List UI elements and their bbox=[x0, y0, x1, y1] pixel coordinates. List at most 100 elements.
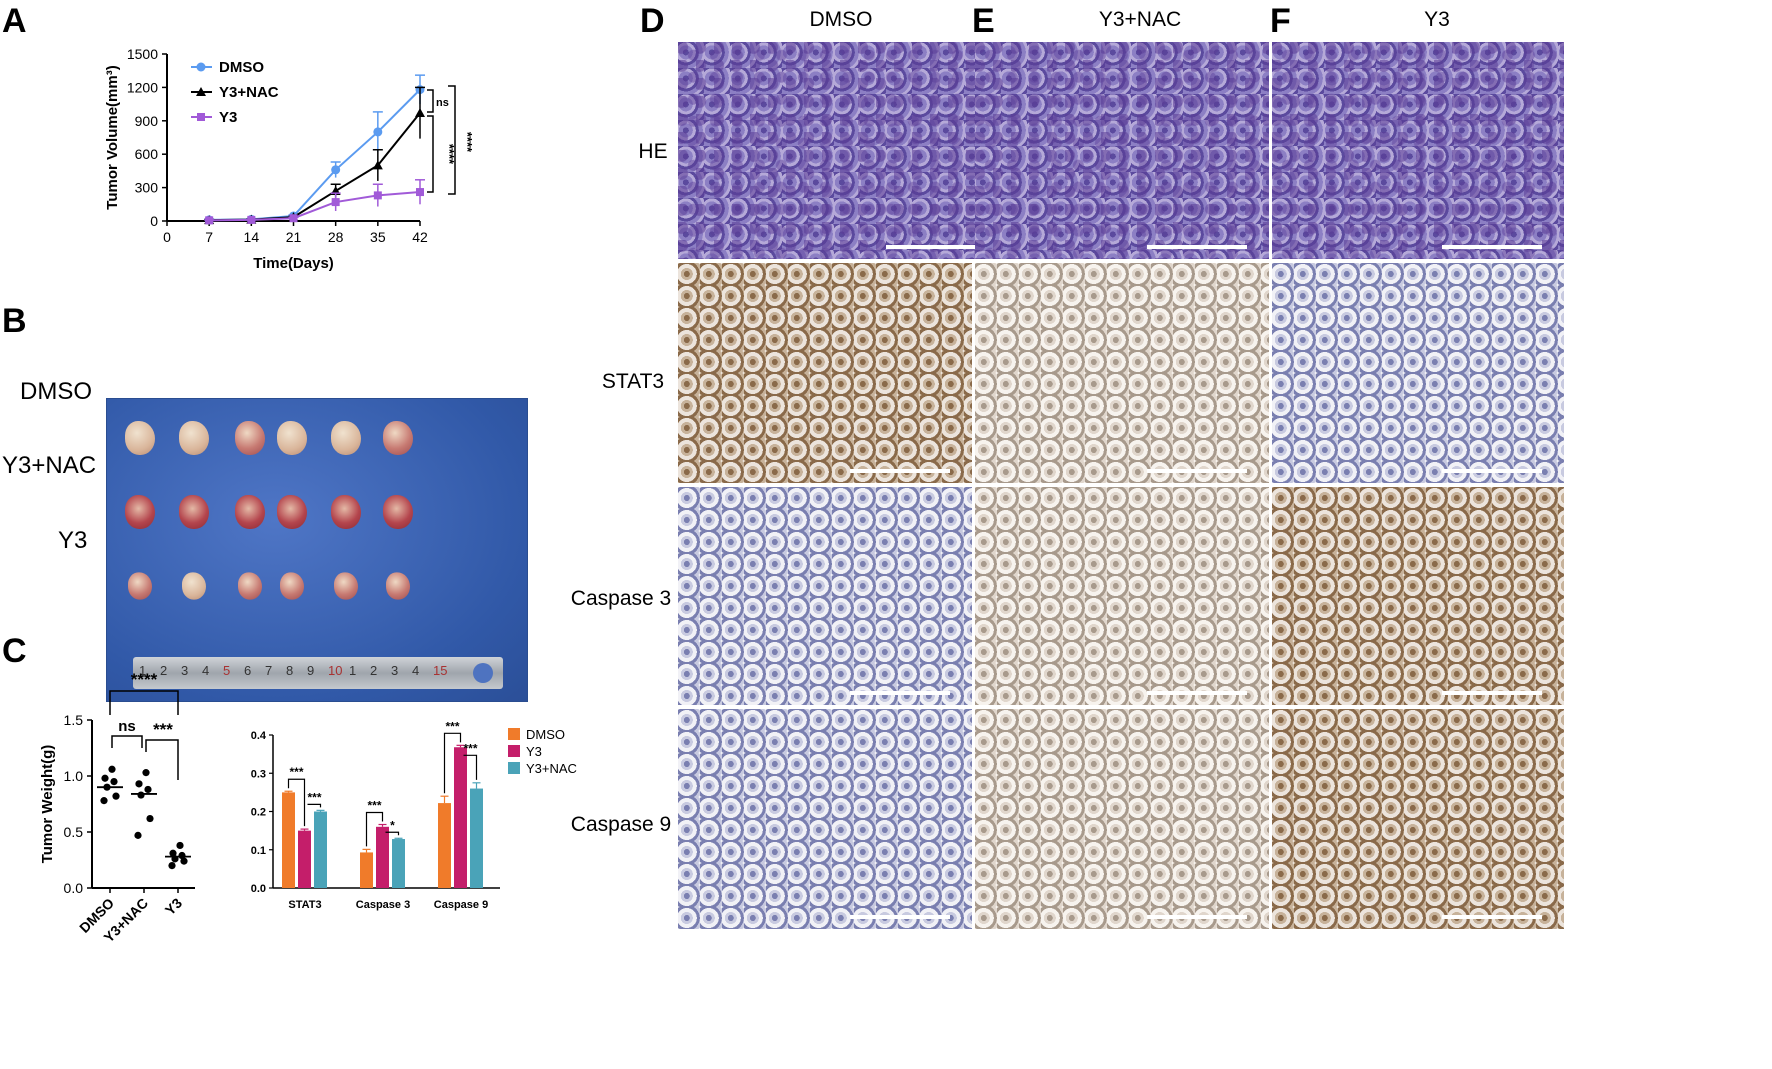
data-point bbox=[416, 188, 424, 197]
data-point bbox=[144, 785, 152, 794]
tumor-specimen bbox=[277, 495, 307, 529]
micrograph-caspase9-y3-nac bbox=[975, 709, 1269, 929]
bar-dmso-caspase-3 bbox=[360, 852, 373, 888]
scale-bar bbox=[1147, 469, 1247, 473]
ruler-number: 4 bbox=[202, 663, 210, 678]
legend-swatch bbox=[508, 745, 520, 757]
x-tick-label: 7 bbox=[205, 229, 213, 245]
ruler-number: 1 bbox=[349, 663, 357, 678]
legend-label: Y3 bbox=[219, 109, 237, 126]
x-tick-label: 35 bbox=[370, 229, 386, 245]
tumor-specimen bbox=[238, 572, 262, 600]
significance-bracket bbox=[307, 803, 322, 808]
panel-letter-a: A bbox=[2, 2, 27, 40]
micrograph-he-y3-nac bbox=[975, 42, 1269, 259]
significance-bracket bbox=[427, 115, 434, 193]
ruler-number: 5 bbox=[223, 663, 231, 678]
scale-bar bbox=[850, 691, 950, 695]
ruler-number: 2 bbox=[370, 663, 378, 678]
legend-label: Y3 bbox=[526, 744, 542, 759]
tumor-specimen bbox=[383, 495, 413, 529]
ruler-number: 6 bbox=[244, 663, 252, 678]
significance-bracket bbox=[427, 89, 434, 113]
data-point bbox=[331, 198, 340, 207]
tumor-specimen bbox=[331, 495, 361, 529]
significance-bracket bbox=[463, 754, 478, 780]
x-tick-label: STAT3 bbox=[288, 899, 321, 911]
x-tick-label: 28 bbox=[328, 229, 344, 245]
panel-letter-f: F bbox=[1270, 2, 1291, 40]
data-point bbox=[289, 214, 298, 223]
tumor-specimen bbox=[125, 495, 155, 529]
data-point bbox=[176, 841, 184, 850]
data-point bbox=[180, 857, 188, 865]
micrograph-caspase9-dmso bbox=[678, 709, 972, 929]
y-axis-title: Tumor Volume(mm³) bbox=[104, 65, 121, 209]
significance-bracket bbox=[385, 831, 400, 836]
significance-bracket bbox=[365, 811, 384, 847]
data-point bbox=[373, 191, 382, 200]
row-label-caspase-9: Caspase 9 bbox=[570, 813, 672, 836]
y-tick-label: 0.4 bbox=[251, 730, 267, 742]
y-tick-label: 0.3 bbox=[251, 768, 266, 780]
y-tick-label: 600 bbox=[135, 146, 159, 162]
row-label-stat3: STAT3 bbox=[601, 370, 665, 393]
ruler-number: 7 bbox=[265, 663, 273, 678]
data-point bbox=[146, 814, 154, 823]
ruler-scale: 1 2 3 4 5 6 7 8 9 10 1 2 3 4 15 bbox=[139, 663, 454, 678]
row-label-he: HE bbox=[638, 140, 668, 163]
tumor-photograph: 1 2 3 4 5 6 7 8 9 10 1 2 3 4 15 bbox=[106, 398, 528, 702]
legend-swatch bbox=[508, 762, 520, 774]
column-label-y3-nac: Y3+NAC bbox=[1098, 8, 1182, 31]
y-tick-label: 900 bbox=[135, 113, 159, 129]
data-point bbox=[415, 108, 425, 118]
ruler-number: 8 bbox=[286, 663, 294, 678]
tumor-specimen bbox=[179, 421, 209, 455]
tumor-specimen bbox=[179, 495, 209, 529]
y-tick-label: 300 bbox=[135, 180, 159, 196]
row-label-caspase-3: Caspase 3 bbox=[570, 587, 672, 610]
significance-label: *** bbox=[463, 741, 477, 755]
y-tick-label: 1.5 bbox=[64, 712, 84, 728]
significance-label: *** bbox=[289, 765, 303, 779]
x-axis-title: Time(Days) bbox=[253, 255, 334, 272]
significance-bracket bbox=[109, 690, 179, 715]
micrograph-caspase9-y3 bbox=[1272, 709, 1564, 929]
micrograph-stat3-y3 bbox=[1272, 263, 1564, 483]
y-tick-label: 0.0 bbox=[251, 883, 266, 895]
scale-bar bbox=[1147, 245, 1247, 249]
ruler-number: 1 bbox=[139, 663, 147, 678]
data-point bbox=[169, 849, 177, 857]
scale-bar bbox=[850, 469, 950, 473]
y-tick-label: 0.1 bbox=[251, 845, 266, 857]
data-point bbox=[168, 862, 176, 870]
iod-area-bar-chart: 0.00.10.20.30.4Ratio of IOD/AreaSTAT3Cas… bbox=[251, 719, 577, 911]
data-point bbox=[108, 765, 116, 773]
tumor-specimen bbox=[235, 421, 265, 455]
bar-y3-nac-caspase-3 bbox=[392, 839, 405, 888]
tumor-specimen bbox=[334, 572, 358, 600]
ruler-number: 10 bbox=[328, 663, 343, 678]
legend-swatch bbox=[508, 728, 520, 740]
legend-marker bbox=[196, 87, 206, 96]
ruler-number: 3 bbox=[391, 663, 399, 678]
scale-bar bbox=[1442, 469, 1542, 473]
y-tick-label: 0.5 bbox=[64, 824, 84, 840]
scale-bar bbox=[1442, 691, 1542, 695]
tumor-specimen bbox=[383, 421, 413, 455]
tumor-specimen bbox=[125, 421, 155, 455]
micrograph-stat3-dmso bbox=[678, 263, 972, 483]
tumor-specimen bbox=[331, 421, 361, 455]
ruler: 1 2 3 4 5 6 7 8 9 10 1 2 3 4 15 bbox=[133, 657, 503, 689]
bar-dmso-caspase-9 bbox=[438, 803, 451, 888]
micrograph-caspase3-y3 bbox=[1272, 487, 1564, 705]
y-tick-label: 1500 bbox=[127, 46, 158, 62]
significance-bracket bbox=[111, 735, 143, 748]
tumor-specimen bbox=[128, 572, 152, 600]
data-point bbox=[142, 769, 150, 777]
panel-letter-b: B bbox=[2, 302, 27, 340]
tumor-specimen bbox=[280, 572, 304, 600]
ruler-number: 3 bbox=[181, 663, 189, 678]
data-point bbox=[110, 778, 118, 786]
